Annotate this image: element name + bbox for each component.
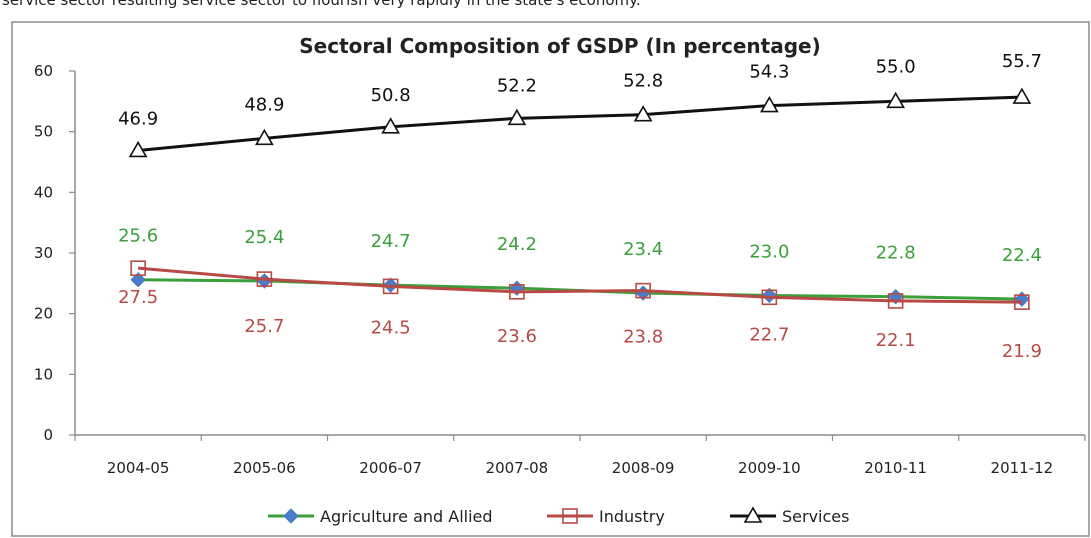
chart-title: Sectoral Composition of GSDP (In percent…	[299, 34, 820, 58]
y-tick-label: 50	[34, 123, 53, 141]
data-point-services	[886, 91, 906, 109]
series-layer: 25.6 25.4 24.7 24.2 23.4 23.0 22.8 22.4 27.5 25.7…	[118, 51, 1042, 362]
legend-item-agriculture: Agriculture and Allied	[268, 507, 493, 526]
data-label-industry: 25.7	[244, 316, 284, 337]
x-tick-label: 2011-12	[991, 459, 1054, 477]
legend-label: Agriculture and Allied	[320, 507, 493, 526]
data-label-services: 48.9	[244, 94, 284, 115]
data-label-services: 55.7	[1002, 51, 1042, 72]
data-label-agriculture: 25.4	[244, 227, 284, 248]
data-label-services: 52.8	[623, 71, 663, 92]
y-tick-label: 0	[43, 426, 53, 444]
data-label-industry: 27.5	[118, 287, 158, 308]
x-tick-label: 2006-07	[359, 459, 422, 477]
data-point-industry	[130, 260, 146, 276]
legend: Agriculture and Allied Industry Services	[268, 506, 849, 526]
data-point-services	[759, 95, 779, 113]
data-point-industry	[1014, 294, 1030, 310]
x-tick-label: 2010-11	[864, 459, 927, 477]
legend-label: Industry	[599, 507, 665, 526]
legend-item-industry: Industry	[547, 507, 665, 526]
data-label-services: 50.8	[371, 85, 411, 106]
legend-marker	[562, 508, 578, 524]
data-label-industry: 23.8	[623, 327, 663, 348]
y-tick-label: 40	[34, 183, 53, 201]
data-label-industry: 23.6	[497, 326, 537, 347]
data-label-agriculture: 22.4	[1002, 245, 1042, 266]
legend-marker	[743, 506, 763, 523]
data-point-services	[633, 105, 653, 122]
data-label-agriculture: 24.7	[371, 231, 411, 252]
data-label-industry: 22.1	[876, 330, 916, 351]
data-label-industry: 24.5	[371, 317, 411, 338]
data-label-industry: 22.7	[749, 324, 789, 345]
x-tick-label: 2004-05	[107, 459, 170, 477]
data-point-industry	[761, 289, 778, 306]
legend-label: Services	[782, 507, 849, 526]
caption-text: service sector resulting service sector …	[2, 0, 641, 9]
data-point-agriculture	[761, 287, 778, 304]
y-tick-label: 20	[34, 305, 53, 323]
series-line-industry	[137, 266, 1022, 304]
series-services: 46.9 48.9 50.8 52.2 52.8 54.3 55.0 55.7	[118, 51, 1042, 158]
legend-item-services: Services	[730, 506, 849, 526]
data-point-services	[507, 108, 527, 126]
data-point-industry	[256, 271, 273, 287]
x-tick-label: 2007-08	[486, 459, 549, 477]
y-tick-label: 10	[34, 365, 53, 383]
data-point-industry	[887, 293, 904, 309]
data-label-services: 46.9	[118, 108, 158, 129]
data-label-services: 52.2	[497, 75, 537, 96]
x-tick-label: 2009-10	[738, 459, 801, 477]
data-label-industry: 21.9	[1002, 341, 1042, 362]
data-point-services	[381, 117, 401, 134]
data-point-services	[254, 128, 274, 146]
data-point-industry	[382, 278, 399, 295]
series-line-services	[137, 95, 1022, 152]
data-label-agriculture: 25.6	[118, 226, 158, 247]
data-label-services: 55.0	[876, 56, 916, 77]
data-label-agriculture: 22.8	[876, 243, 916, 264]
axes: 0 10 20 30 40 50 60 2004-05 2005-06 2006-07 2007-0…	[34, 62, 1086, 477]
x-tick-label: 2005-06	[233, 459, 296, 477]
data-point-services	[128, 140, 148, 158]
data-label-agriculture: 23.0	[749, 241, 789, 262]
y-tick-label: 60	[34, 62, 53, 80]
data-label-services: 54.3	[749, 62, 789, 83]
series-industry: 27.5 25.7 24.5 23.6 23.8 22.7 22.1 21.9	[118, 260, 1042, 362]
x-tick-label: 2008-09	[612, 459, 675, 477]
legend-marker	[283, 508, 299, 524]
data-label-agriculture: 23.4	[623, 239, 663, 260]
data-point-industry	[509, 284, 525, 300]
data-point-industry	[635, 282, 651, 299]
data-label-agriculture: 24.2	[497, 234, 537, 255]
data-point-services	[1012, 87, 1032, 104]
y-tick-label: 30	[34, 244, 53, 262]
data-point-agriculture	[130, 271, 146, 288]
